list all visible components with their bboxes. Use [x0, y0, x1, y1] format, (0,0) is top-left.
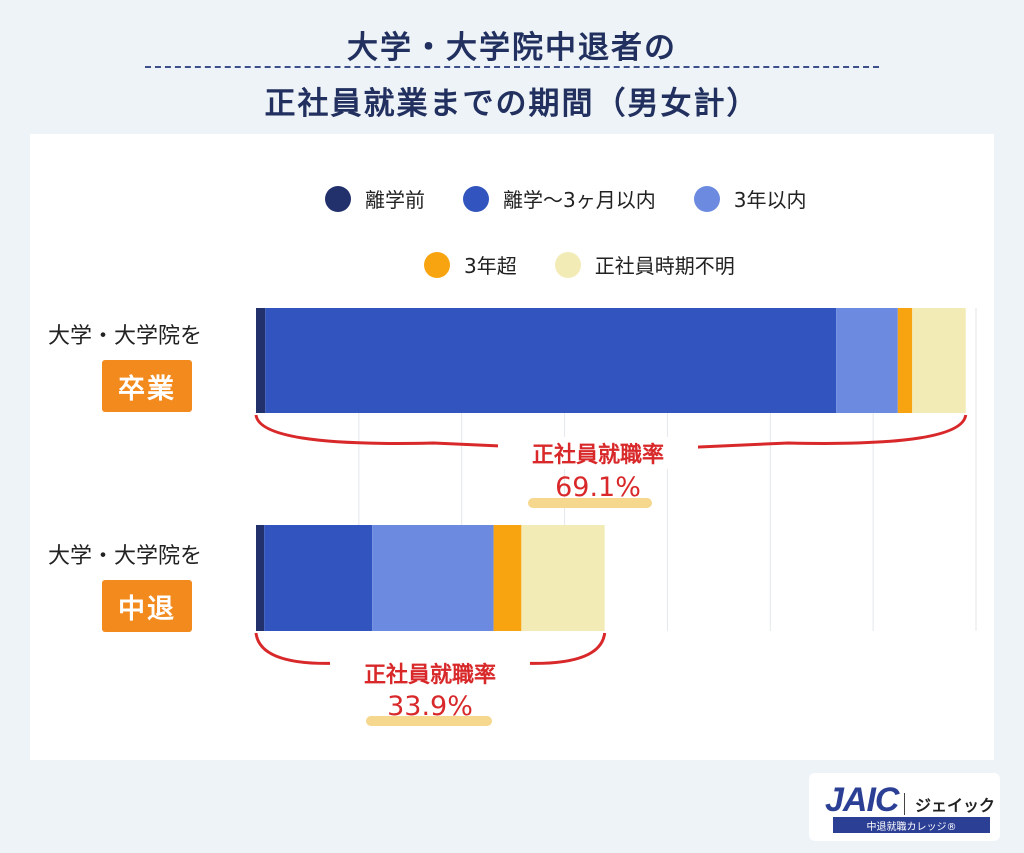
row-label-graduated: 大学・大学院を [48, 324, 203, 349]
value-highlight [528, 498, 652, 508]
legend-item-within-3-months: 離学〜3ヶ月以内 [463, 184, 656, 213]
legend-label: 正社員時期不明 [594, 254, 735, 278]
legend-row-2: 3年超 正社員時期不明 [424, 250, 735, 279]
employment-rate-value-graduated: 69.1% [555, 472, 641, 503]
legend-item-before-leaving: 離学前 [325, 184, 425, 213]
legend-swatch [463, 185, 489, 212]
title-divider [145, 66, 879, 68]
chart-title-line2: 正社員就業までの期間（男女計） [264, 86, 760, 122]
row-label-dropout: 大学・大学院を [48, 544, 203, 569]
logo-kana: ジェイック [915, 796, 996, 815]
legend-row-1: 離学前 離学〜3ヶ月以内 3年以内 [325, 184, 806, 213]
bar-segment [912, 308, 966, 413]
bar-segment [256, 308, 266, 413]
logo-tagline: 中退就職カレッジ® [833, 817, 990, 833]
bar-segment [264, 525, 373, 631]
legend-item-unknown: 正社員時期不明 [554, 250, 735, 279]
badge-graduated: 卒業 [102, 360, 192, 412]
legend-label: 3年超 [464, 254, 517, 278]
bar-segment [897, 308, 913, 413]
logo-divider [904, 793, 905, 815]
legend-item-within-3-years: 3年以内 [693, 184, 807, 213]
value-highlight [366, 716, 492, 726]
badge-dropout: 中退 [102, 580, 192, 632]
employment-rate-value-dropout: 33.9% [387, 691, 473, 722]
bar-segment [256, 525, 265, 631]
bar-segment [265, 308, 837, 413]
legend-label: 3年以内 [733, 188, 807, 212]
legend-swatch [693, 185, 720, 212]
legend-item-over-3-years: 3年超 [424, 250, 517, 279]
legend-label: 離学〜3ヶ月以内 [503, 188, 656, 212]
jaic-logo: JAIC ジェイック 中退就職カレッジ® [809, 773, 1000, 841]
legend-label: 離学前 [365, 188, 425, 212]
logo-mark: JAIC [825, 781, 899, 819]
chart-title-line1: 大学・大学院中退者の [347, 30, 677, 66]
employment-rate-label-dropout: 正社員就職率 [330, 657, 530, 689]
bar-segment [493, 525, 522, 631]
bar-segment [372, 525, 494, 631]
employment-rate-label-graduated: 正社員就職率 [498, 437, 698, 469]
legend-swatch [424, 251, 450, 278]
bar-segment [521, 525, 605, 631]
bar-segment [836, 308, 898, 413]
legend-swatch [325, 185, 351, 212]
legend-swatch [554, 251, 581, 278]
